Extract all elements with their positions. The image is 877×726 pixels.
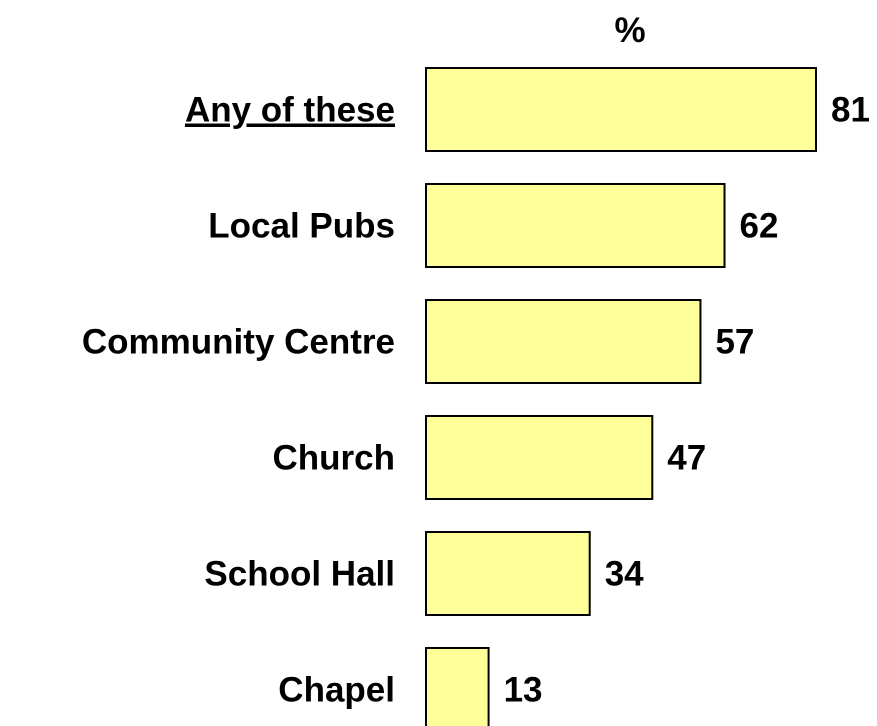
value-label-any-of-these: 81 (831, 91, 870, 130)
value-label-community-centre: 57 (715, 323, 754, 362)
value-label-local-pubs: 62 (740, 207, 779, 246)
category-label-local-pubs: Local Pubs (208, 207, 395, 246)
category-label-chapel: Chapel (278, 671, 395, 710)
value-label-chapel: 13 (504, 671, 543, 710)
bars-layer (425, 67, 817, 726)
bar-chapel (425, 647, 490, 726)
category-label-school-hall: School Hall (204, 555, 395, 594)
bar-school-hall (425, 531, 591, 616)
value-label-school-hall: 34 (605, 555, 644, 594)
bar-local-pubs (425, 183, 726, 268)
bar-church (425, 415, 654, 500)
bar-community-centre (425, 299, 702, 384)
value-label-church: 47 (667, 439, 706, 478)
unit-label: % (614, 11, 645, 50)
value-labels-layer: 81 62 57 47 34 13 (504, 91, 870, 710)
category-label-any-of-these: Any of these (185, 91, 395, 130)
bar-any-of-these (425, 67, 817, 152)
category-label-community-centre: Community Centre (82, 323, 395, 362)
category-label-church: Church (273, 439, 396, 478)
category-labels-layer: Any of these Local Pubs Community Centre Ch… (82, 91, 395, 710)
